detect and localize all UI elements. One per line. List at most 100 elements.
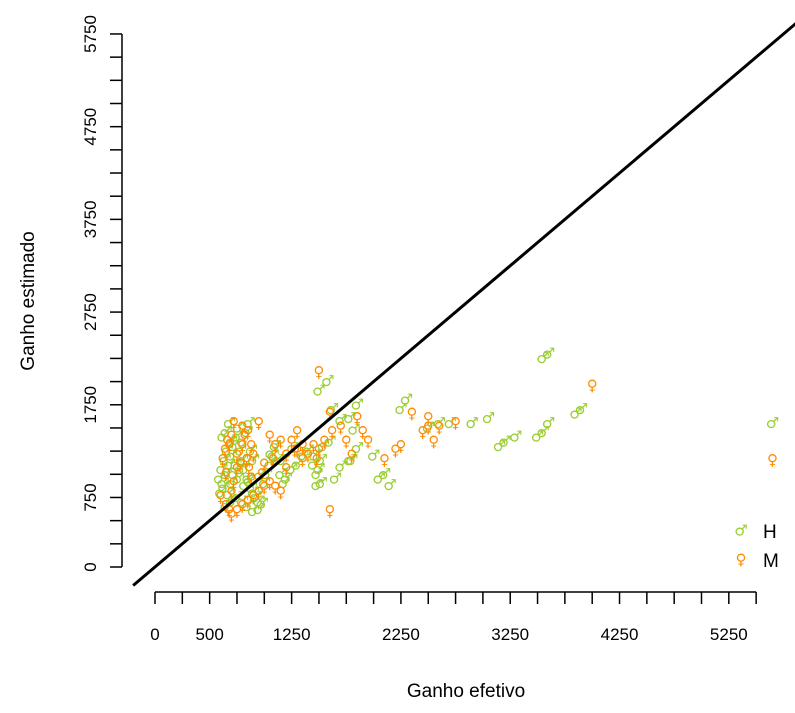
x-axis: 0 500 1250 2250 3250 4250 5250 — [150, 591, 757, 644]
point-h-37: ♂ — [542, 414, 555, 432]
point-h-47: ♂ — [225, 446, 238, 464]
point-m-64: ♀ — [275, 483, 286, 501]
point-m-15: ♀ — [363, 432, 374, 450]
point-h-28: ♂ — [432, 414, 445, 432]
point-m-1: ♀ — [324, 405, 335, 423]
point-m-65: ♀ — [217, 451, 228, 469]
point-h-52: ♂ — [236, 451, 249, 469]
point-m-9: ♀ — [292, 442, 303, 460]
point-h-82: ♂ — [229, 456, 242, 474]
point-h-48: ♂ — [227, 437, 240, 455]
point-h-8: ♂ — [334, 411, 347, 429]
point-h-42: ♂ — [766, 414, 779, 432]
point-h-16: ♂ — [329, 469, 342, 487]
point-m-68: ♀ — [237, 437, 248, 455]
point-m-70: ♀ — [241, 451, 252, 469]
point-h-11: ♂ — [343, 409, 356, 427]
point-m-75: ♀ — [297, 437, 308, 455]
point-m-27: ♀ — [587, 377, 598, 395]
point-h-41: ♂ — [575, 400, 588, 418]
point-h-30: ♂ — [465, 414, 478, 432]
point-m-16: ♀ — [324, 502, 335, 520]
point-h-92: ♂ — [216, 428, 229, 446]
point-h-13: ♂ — [350, 439, 363, 457]
y-axis-title: Ganho estimado — [18, 231, 39, 370]
point-m-60: ♀ — [253, 483, 264, 501]
point-h-57: ♂ — [249, 488, 262, 506]
point-h-17: ♂ — [314, 474, 327, 492]
point-h-62: ♂ — [263, 456, 276, 474]
point-h-4: ♂ — [308, 446, 321, 464]
point-m-6: ♀ — [308, 437, 319, 455]
point-h-5: ♂ — [317, 437, 330, 455]
x-tick-label-2250: 2250 — [382, 625, 420, 644]
point-m-24: ♀ — [423, 409, 434, 427]
point-m-56: ♀ — [232, 502, 243, 520]
x-tick-label-0: 0 — [150, 625, 159, 644]
point-h-35: ♂ — [531, 428, 544, 446]
point-h-99: ♂ — [221, 485, 234, 503]
legend-symbol-m: ♀ — [736, 551, 747, 569]
point-m-59: ♀ — [248, 488, 259, 506]
y-tick-label-2750: 2750 — [81, 293, 100, 331]
point-m-71: ♀ — [244, 460, 255, 478]
x-tick-label-3250: 3250 — [491, 625, 529, 644]
point-h-80: ♂ — [225, 474, 238, 492]
point-m-52: ♀ — [228, 474, 239, 492]
point-h-1: ♂ — [314, 451, 327, 469]
point-h-31: ♂ — [482, 409, 495, 427]
point-h-34: ♂ — [509, 428, 522, 446]
point-m-28: ♀ — [767, 451, 778, 469]
point-m-73: ♀ — [281, 460, 292, 478]
point-h-88: ♂ — [244, 442, 257, 460]
point-h-69: ♂ — [285, 460, 298, 478]
legend-label-m: M — [763, 551, 779, 572]
legend-label-h: H — [763, 522, 777, 543]
point-h-50: ♂ — [231, 418, 244, 436]
point-h-23: ♂ — [378, 465, 391, 483]
point-m-43: ♀ — [264, 428, 275, 446]
points-layer: ♂♂♂♂♂♂♂♂♂♂♂♂♂♂♂♂♂♂♂♂♂ ♂♂♂♂♂♂♂♂♂ ♂ ♂♂♂♂ ♂♂♂♂♂… — [213, 344, 779, 524]
point-m-30: ♀ — [221, 465, 232, 483]
point-h-66: ♂ — [274, 465, 287, 483]
y-axis: 0 750 1750 2750 3750 4750 5750 — [81, 15, 123, 572]
x-axis-title: Ganho efetivo — [407, 681, 525, 702]
point-h-25: ♂ — [394, 400, 407, 418]
point-m-45: ♀ — [270, 437, 281, 455]
point-m-3: ♀ — [319, 432, 330, 450]
point-h-63: ♂ — [266, 446, 279, 464]
point-m-8: ♀ — [297, 451, 308, 469]
point-m-20: ♀ — [406, 405, 417, 423]
point-h-0: ♂ — [312, 460, 325, 478]
point-h-21: ♂ — [367, 446, 380, 464]
point-m-10: ♀ — [335, 418, 346, 436]
legend: ♂ H ♀ M — [734, 522, 779, 573]
point-h-93: ♂ — [225, 432, 238, 450]
point-m-44: ♀ — [268, 451, 279, 469]
point-h-33: ♂ — [498, 432, 511, 450]
point-h-49: ♂ — [230, 428, 243, 446]
point-h-85: ♂ — [236, 432, 249, 450]
point-h-72: ♂ — [301, 442, 314, 460]
point-m-58: ♀ — [242, 493, 253, 511]
point-h-90: ♂ — [219, 423, 232, 441]
point-m-39: ♀ — [248, 446, 259, 464]
point-h-15: ♂ — [334, 457, 347, 475]
point-h-79: ♂ — [252, 500, 265, 518]
point-h-6: ♂ — [323, 432, 336, 450]
point-m-32: ♀ — [226, 428, 237, 446]
point-m-66: ♀ — [220, 442, 231, 460]
point-m-18: ♀ — [390, 442, 401, 460]
point-h-84: ♂ — [234, 460, 247, 478]
point-h-103: ♂ — [264, 444, 277, 462]
point-m-41: ♀ — [257, 465, 268, 483]
point-h-39: ♂ — [542, 344, 555, 362]
point-m-51: ♀ — [226, 483, 237, 501]
reference-line — [132, 22, 795, 587]
point-m-19: ♀ — [395, 437, 406, 455]
point-h-40: ♂ — [569, 405, 582, 423]
point-h-78: ♂ — [247, 502, 260, 520]
point-m-38: ♀ — [246, 437, 257, 455]
point-m-34: ♀ — [232, 446, 243, 464]
